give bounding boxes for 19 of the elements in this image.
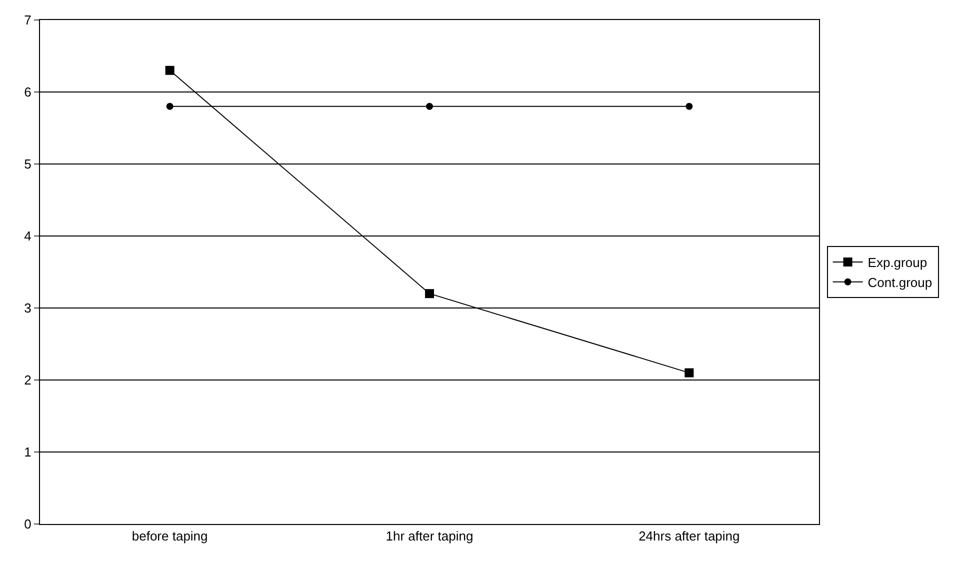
y-tick-label: 4 <box>24 228 32 244</box>
y-tick-label: 5 <box>24 156 32 172</box>
x-tick-label: 24hrs after taping <box>638 528 740 544</box>
point <box>686 102 693 110</box>
y-tick-label: 7 <box>24 12 32 28</box>
x-tick-label: before taping <box>132 528 208 544</box>
point <box>165 66 174 75</box>
point <box>166 102 174 110</box>
y-tick-label: 0 <box>24 516 32 532</box>
y-tick-label: 6 <box>24 84 32 100</box>
point <box>684 368 694 378</box>
legend-label: Cont.group <box>868 274 932 290</box>
point <box>425 289 434 298</box>
y-tick-label: 1 <box>24 444 32 460</box>
point <box>426 102 433 110</box>
x-tick-label: 1hr after taping <box>386 528 474 544</box>
y-tick-label: 3 <box>24 300 32 316</box>
y-tick-label: 2 <box>24 372 32 388</box>
legend-label: Exp.group <box>868 255 928 270</box>
